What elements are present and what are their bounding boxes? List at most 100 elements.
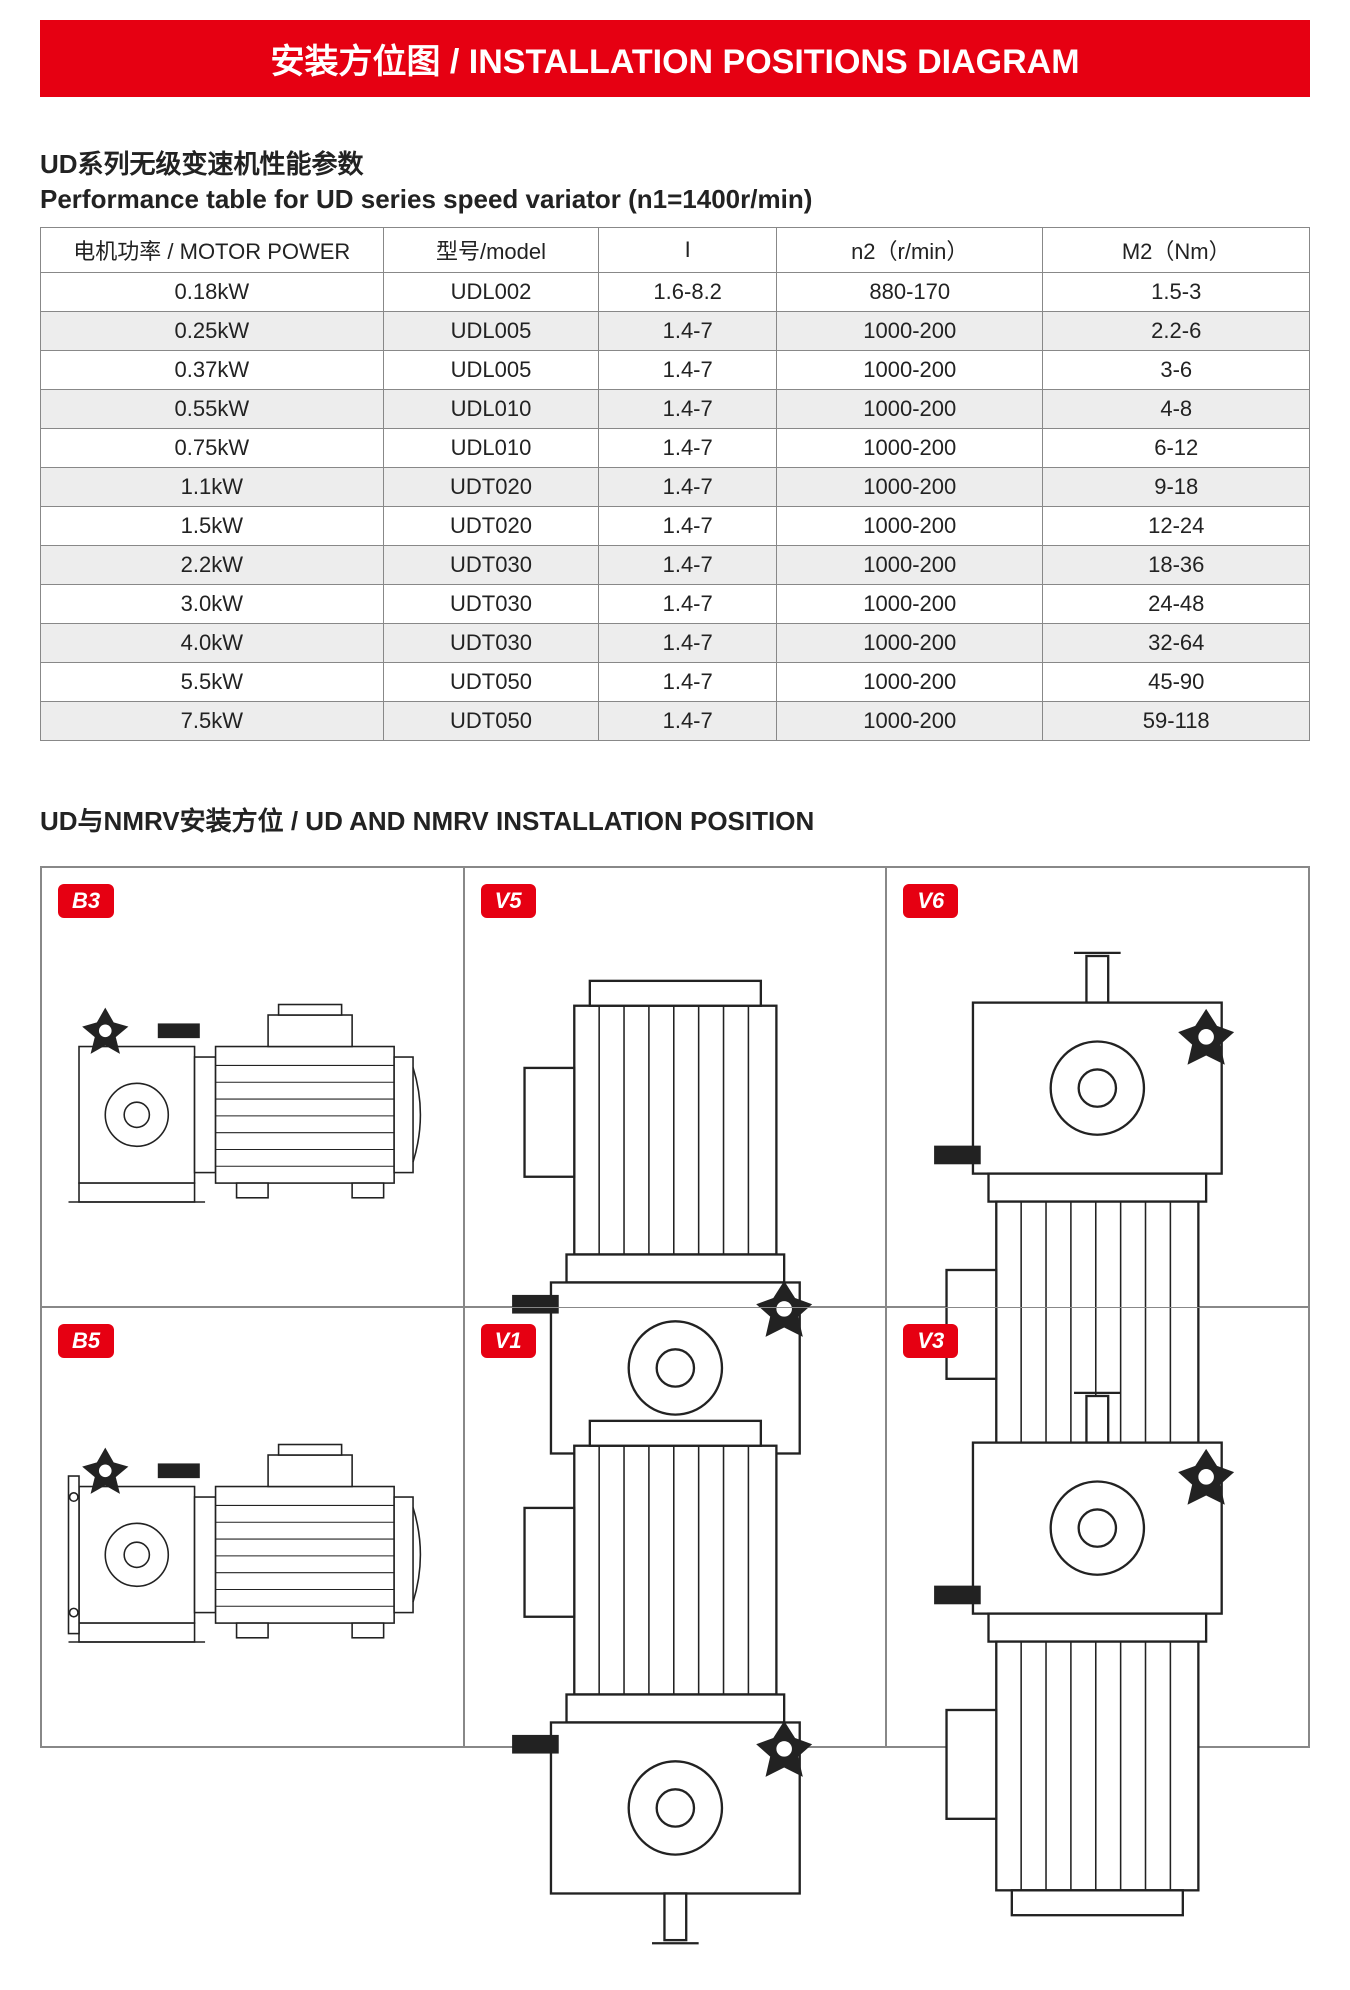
- table-cell: 1.4-7: [599, 507, 777, 546]
- table-cell: 1000-200: [777, 429, 1043, 468]
- position-badge: V1: [481, 1324, 536, 1358]
- table-cell: UDL010: [383, 429, 599, 468]
- position-badge: V3: [903, 1324, 958, 1358]
- table-cell: 0.25kW: [41, 312, 384, 351]
- table-cell: UDL005: [383, 351, 599, 390]
- table-cell: 1.5kW: [41, 507, 384, 546]
- table-cell: 1000-200: [777, 312, 1043, 351]
- position-drawing: [58, 1368, 447, 1730]
- table-cell: 2.2kW: [41, 546, 384, 585]
- motor-diagram-icon: [903, 1368, 1292, 1990]
- table-cell: 0.37kW: [41, 351, 384, 390]
- col-header-model: 型号/model: [383, 228, 599, 273]
- table-cell: 1000-200: [777, 624, 1043, 663]
- table-cell: UDL010: [383, 390, 599, 429]
- table-row: 0.18kWUDL0021.6-8.2880-1701.5-3: [41, 273, 1310, 312]
- positions-grid: B3 V5 V6 B5 V1 V3: [40, 866, 1310, 1748]
- table-cell: 1.4-7: [599, 390, 777, 429]
- position-drawing: [58, 928, 447, 1290]
- table-cell: 1.1kW: [41, 468, 384, 507]
- motor-diagram-icon: [58, 1413, 447, 1686]
- table-row: 3.0kWUDT0301.4-71000-20024-48: [41, 585, 1310, 624]
- table-cell: 18-36: [1043, 546, 1310, 585]
- table-cell: 0.18kW: [41, 273, 384, 312]
- table-cell: 3.0kW: [41, 585, 384, 624]
- table-cell: UDT050: [383, 663, 599, 702]
- position-badge: V6: [903, 884, 958, 918]
- perf-title-zh: UD系列无级变速机性能参数: [40, 147, 1310, 182]
- positions-title: UD与NMRV安装方位 / UD AND NMRV INSTALLATION P…: [40, 801, 1310, 838]
- table-cell: 2.2-6: [1043, 312, 1310, 351]
- table-cell: 1.4-7: [599, 702, 777, 741]
- table-cell: 1.6-8.2: [599, 273, 777, 312]
- table-cell: 1000-200: [777, 585, 1043, 624]
- table-cell: 1.4-7: [599, 351, 777, 390]
- table-row: 2.2kWUDT0301.4-71000-20018-36: [41, 546, 1310, 585]
- position-cell: B5: [41, 1307, 464, 1747]
- table-cell: UDT050: [383, 702, 599, 741]
- table-cell: UDT020: [383, 468, 599, 507]
- col-header-i: I: [599, 228, 777, 273]
- position-cell: B3: [41, 867, 464, 1307]
- table-cell: 24-48: [1043, 585, 1310, 624]
- col-header-n2: n2（r/min）: [777, 228, 1043, 273]
- table-cell: 7.5kW: [41, 702, 384, 741]
- table-row: 0.55kWUDL0101.4-71000-2004-8: [41, 390, 1310, 429]
- table-cell: UDL005: [383, 312, 599, 351]
- table-cell: 1000-200: [777, 351, 1043, 390]
- table-cell: UDL002: [383, 273, 599, 312]
- table-cell: 1000-200: [777, 468, 1043, 507]
- col-header-m2: M2（Nm）: [1043, 228, 1310, 273]
- table-cell: 1.4-7: [599, 429, 777, 468]
- table-cell: 0.55kW: [41, 390, 384, 429]
- table-cell: UDT030: [383, 624, 599, 663]
- motor-diagram-icon: [58, 973, 447, 1246]
- table-cell: 12-24: [1043, 507, 1310, 546]
- motor-diagram-icon: [481, 1368, 870, 1990]
- table-cell: 1000-200: [777, 546, 1043, 585]
- table-cell: 1.5-3: [1043, 273, 1310, 312]
- performance-table: 电机功率 / MOTOR POWER 型号/model I n2（r/min） …: [40, 227, 1310, 741]
- position-drawing: [481, 1368, 870, 1990]
- table-cell: 5.5kW: [41, 663, 384, 702]
- table-cell: 32-64: [1043, 624, 1310, 663]
- perf-title-en: Performance table for UD series speed va…: [40, 182, 1310, 217]
- table-cell: 1.4-7: [599, 663, 777, 702]
- table-row: 0.37kWUDL0051.4-71000-2003-6: [41, 351, 1310, 390]
- table-cell: 1000-200: [777, 507, 1043, 546]
- table-row: 0.75kWUDL0101.4-71000-2006-12: [41, 429, 1310, 468]
- table-cell: 1.4-7: [599, 468, 777, 507]
- table-header-row: 电机功率 / MOTOR POWER 型号/model I n2（r/min） …: [41, 228, 1310, 273]
- table-row: 0.25kWUDL0051.4-71000-2002.2-6: [41, 312, 1310, 351]
- table-cell: 59-118: [1043, 702, 1310, 741]
- table-cell: 0.75kW: [41, 429, 384, 468]
- table-cell: UDT030: [383, 546, 599, 585]
- table-cell: 1.4-7: [599, 585, 777, 624]
- table-cell: UDT030: [383, 585, 599, 624]
- position-cell: V6: [886, 867, 1309, 1307]
- table-cell: 1000-200: [777, 390, 1043, 429]
- table-row: 4.0kWUDT0301.4-71000-20032-64: [41, 624, 1310, 663]
- position-cell: V5: [464, 867, 887, 1307]
- table-row: 7.5kWUDT0501.4-71000-20059-118: [41, 702, 1310, 741]
- table-cell: 3-6: [1043, 351, 1310, 390]
- table-cell: 1000-200: [777, 702, 1043, 741]
- table-cell: 4-8: [1043, 390, 1310, 429]
- position-badge: B5: [58, 1324, 114, 1358]
- table-cell: 6-12: [1043, 429, 1310, 468]
- position-badge: B3: [58, 884, 114, 918]
- table-row: 5.5kWUDT0501.4-71000-20045-90: [41, 663, 1310, 702]
- table-cell: 1.4-7: [599, 624, 777, 663]
- table-cell: 9-18: [1043, 468, 1310, 507]
- table-cell: UDT020: [383, 507, 599, 546]
- table-cell: 4.0kW: [41, 624, 384, 663]
- page-banner: 安装方位图 / INSTALLATION POSITIONS DIAGRAM: [40, 20, 1310, 97]
- table-cell: 1000-200: [777, 663, 1043, 702]
- table-row: 1.1kWUDT0201.4-71000-2009-18: [41, 468, 1310, 507]
- position-cell: V3: [886, 1307, 1309, 1747]
- table-cell: 45-90: [1043, 663, 1310, 702]
- position-drawing: [903, 1368, 1292, 1990]
- table-cell: 1.4-7: [599, 546, 777, 585]
- table-cell: 880-170: [777, 273, 1043, 312]
- position-badge: V5: [481, 884, 536, 918]
